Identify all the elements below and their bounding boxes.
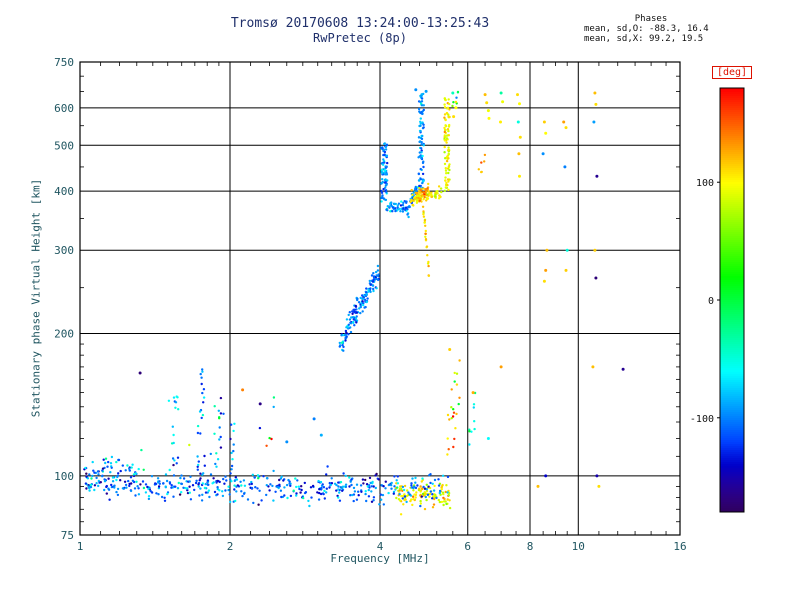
colorbar-tick-label: -100 bbox=[690, 414, 714, 425]
plot-title: Tromsø 20170608 13:24:00-13:25:43 bbox=[230, 16, 490, 31]
plot-frame bbox=[79, 61, 681, 536]
colorbar: 100 0 -100 bbox=[690, 87, 745, 513]
x-tick-label: 16 bbox=[673, 540, 686, 553]
y-tick-label: 750 bbox=[54, 56, 74, 69]
x-tick-label: 10 bbox=[572, 540, 585, 553]
grid-lines bbox=[80, 62, 680, 535]
y-tick-label: 500 bbox=[54, 139, 74, 152]
x-tick-label: 4 bbox=[377, 540, 384, 553]
y-tick-label: 75 bbox=[61, 529, 74, 542]
colorbar-tick-label: 100 bbox=[696, 178, 714, 189]
y-tick-labels: 75 100 200 300 400 500 600 750 bbox=[54, 56, 74, 542]
minor-ticks bbox=[80, 62, 680, 535]
phase-stats-o-mode: mean, sd,O: -88.3, 16.4 bbox=[584, 24, 709, 34]
plot-subtitle: RwPretec (8p) bbox=[313, 31, 407, 45]
colorbar-units-label: [deg] bbox=[712, 66, 752, 79]
colorbar-tick-label: 0 bbox=[708, 296, 714, 307]
y-tick-label: 300 bbox=[54, 244, 74, 257]
y-tick-label: 400 bbox=[54, 185, 74, 198]
y-tick-label: 600 bbox=[54, 102, 74, 115]
x-tick-label: 1 bbox=[77, 540, 84, 553]
x-tick-label: 2 bbox=[227, 540, 234, 553]
phase-stats-heading: Phases bbox=[634, 14, 668, 24]
y-tick-label: 200 bbox=[54, 328, 74, 341]
phase-stats-block: Phases mean, sd,O: -88.3, 16.4 mean, sd,… bbox=[584, 14, 718, 44]
x-axis-title: Frequency [MHz] bbox=[330, 552, 430, 565]
scatter-points bbox=[83, 88, 625, 516]
x-tick-label: 8 bbox=[527, 540, 534, 553]
y-tick-label: 100 bbox=[54, 470, 74, 483]
x-tick-labels: 1 2 4 6 8 10 16 bbox=[77, 540, 687, 553]
phase-stats-x-mode: mean, sd,X: 99.2, 19.5 bbox=[584, 34, 704, 44]
x-tick-label: 6 bbox=[464, 540, 471, 553]
